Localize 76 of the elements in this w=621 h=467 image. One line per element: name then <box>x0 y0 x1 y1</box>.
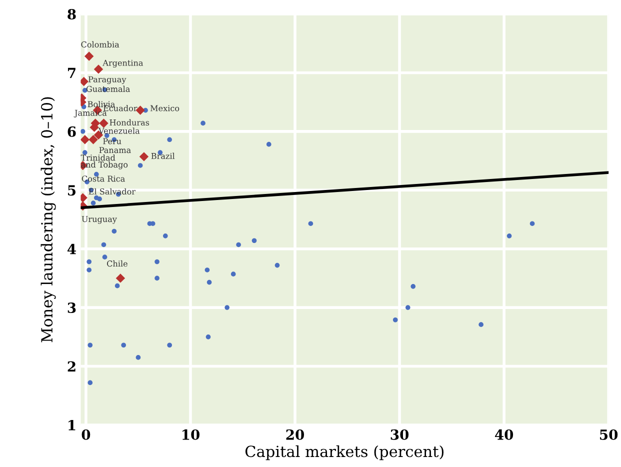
annotation: El Salvador <box>88 188 136 195</box>
x-tick-label: 0 <box>82 429 90 440</box>
point <box>84 52 94 61</box>
point <box>136 355 141 360</box>
point <box>80 135 90 144</box>
point <box>224 305 230 310</box>
point <box>101 242 106 248</box>
annotation: Ecuador <box>103 105 138 112</box>
annotation: Chile <box>107 260 128 267</box>
annotation: Venezuela <box>98 128 140 134</box>
annotation: Honduras <box>110 119 150 126</box>
point <box>86 259 92 264</box>
y-axis-title: Money laundering (index, 0–10) <box>40 97 56 342</box>
point <box>114 283 120 288</box>
x-tick-label: 20 <box>286 429 304 440</box>
point <box>88 342 93 348</box>
annotation: Argentina <box>102 60 144 68</box>
point <box>102 254 108 260</box>
point <box>86 268 92 272</box>
annotation: Jamaica <box>74 110 107 118</box>
annotation: Bolivia <box>88 100 115 108</box>
point <box>236 242 241 248</box>
point <box>204 268 210 272</box>
x-axis-title: Capital markets (percent) <box>245 445 444 460</box>
point <box>162 234 168 238</box>
annotation: Uruguay <box>82 216 117 224</box>
point <box>88 380 93 386</box>
point <box>200 120 206 126</box>
point <box>167 342 172 348</box>
point <box>252 238 257 244</box>
annotation: Mexico <box>150 105 180 112</box>
point <box>206 334 211 340</box>
x-tick-label: 30 <box>390 429 409 440</box>
x-tick-label: 50 <box>600 429 618 440</box>
y-tick-label: 5 <box>68 185 76 196</box>
point <box>90 200 96 206</box>
point <box>405 305 410 310</box>
point <box>80 76 88 86</box>
annotation: Costa Rica <box>82 176 125 182</box>
x-tick-label: 40 <box>494 429 514 440</box>
point <box>138 163 143 168</box>
point <box>274 262 280 268</box>
point <box>530 221 535 226</box>
point <box>94 64 104 74</box>
point <box>308 221 314 226</box>
point <box>94 195 99 200</box>
point <box>80 129 86 134</box>
annotation: Panama <box>99 147 131 154</box>
annotation: Brazil <box>151 152 175 160</box>
point <box>139 152 149 162</box>
point <box>99 118 108 128</box>
point <box>266 142 272 147</box>
point <box>392 317 398 322</box>
y-tick-label: 7 <box>68 68 76 78</box>
point <box>167 137 172 142</box>
point <box>154 276 160 281</box>
y-tick-label: 2 <box>68 361 76 372</box>
y-tick-label: 4 <box>67 244 76 254</box>
point <box>121 342 126 348</box>
point <box>88 135 98 144</box>
annotation: Colombia <box>81 41 120 48</box>
point <box>154 259 160 264</box>
annotation: Paraguay <box>88 76 126 84</box>
annotation: Peru <box>103 138 122 144</box>
point <box>410 284 416 289</box>
y-tick-label: 6 <box>68 126 76 137</box>
point <box>112 228 117 234</box>
point <box>506 234 512 238</box>
point <box>206 280 212 285</box>
point <box>478 322 484 327</box>
y-tick-label: 8 <box>68 8 76 20</box>
y-tick-label: 3 <box>68 302 76 314</box>
x-tick-label: 10 <box>182 429 200 440</box>
point <box>116 274 126 283</box>
point <box>230 272 236 276</box>
y-tick-label: 1 <box>68 420 76 430</box>
